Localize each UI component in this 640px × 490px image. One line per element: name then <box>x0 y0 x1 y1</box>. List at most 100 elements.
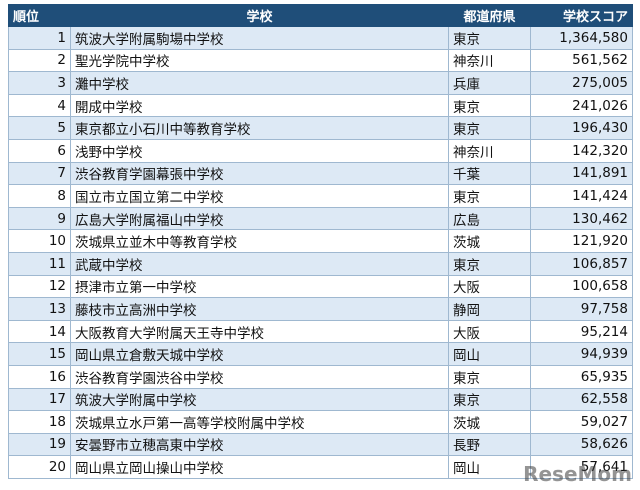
rank-cell: 9 <box>8 206 71 231</box>
score-cell: 275,005 <box>530 71 633 95</box>
table-row: 6 浅野中学校 神奈川 142,320 <box>8 138 633 163</box>
ranking-table-wrap: 順位 学校 都道府県 学校スコア 1 筑波大学附属駒場中学校 東京 1,364,580 2 聖光… <box>8 4 633 479</box>
table-body: 1 筑波大学附属駒場中学校 東京 1,364,580 2 聖光学院中学校 神奈川 561,56… <box>8 26 633 479</box>
score-cell: 561,562 <box>530 48 633 73</box>
table-row: 14 大阪教育大学附属天王寺中学校 大阪 95,214 <box>8 319 633 344</box>
header-cell: 順位 <box>8 4 71 27</box>
school-cell: 渋谷教育学園幕張中学校 <box>70 161 449 186</box>
score-cell: 141,424 <box>530 184 633 208</box>
table-row: 19 安曇野市立穂高東中学校 長野 58,626 <box>8 432 633 457</box>
rank-cell: 19 <box>8 432 71 457</box>
prefecture-cell: 広島 <box>448 206 531 231</box>
score-cell: 106,857 <box>530 251 633 276</box>
school-cell: 摂津市立第一中学校 <box>70 274 449 299</box>
school-cell: 武蔵中学校 <box>70 251 449 276</box>
school-cell: 茨城県立並木中等教育学校 <box>70 229 449 253</box>
prefecture-cell: 岡山 <box>448 342 531 366</box>
rank-cell: 4 <box>8 93 71 118</box>
school-cell: 茨城県立水戸第一高等学校附属中学校 <box>70 410 449 434</box>
score-cell: 141,891 <box>530 161 633 186</box>
rank-cell: 1 <box>8 26 71 50</box>
score-cell: 142,320 <box>530 138 633 163</box>
table-row: 15 岡山県立倉敷天城中学校 岡山 94,939 <box>8 342 633 366</box>
school-cell: 渋谷教育学園渋谷中学校 <box>70 364 449 389</box>
table-row: 3 灘中学校 兵庫 275,005 <box>8 71 633 95</box>
prefecture-cell: 東京 <box>448 387 531 412</box>
rank-cell: 15 <box>8 342 71 366</box>
score-cell: 130,462 <box>530 206 633 231</box>
school-cell: 大阪教育大学附属天王寺中学校 <box>70 319 449 344</box>
score-cell: 95,214 <box>530 319 633 344</box>
score-cell: 62,558 <box>530 387 633 412</box>
rank-cell: 12 <box>8 274 71 299</box>
rank-cell: 10 <box>8 229 71 253</box>
rank-cell: 2 <box>8 48 71 73</box>
prefecture-cell: 東京 <box>448 116 531 140</box>
prefecture-cell: 東京 <box>448 93 531 118</box>
school-cell: 聖光学院中学校 <box>70 48 449 73</box>
header-cell: 学校 <box>70 4 449 27</box>
prefecture-cell: 茨城 <box>448 229 531 253</box>
prefecture-cell: 神奈川 <box>448 48 531 73</box>
school-cell: 浅野中学校 <box>70 138 449 163</box>
prefecture-cell: 長野 <box>448 432 531 457</box>
prefecture-cell: 兵庫 <box>448 71 531 95</box>
rank-cell: 11 <box>8 251 71 276</box>
rank-cell: 14 <box>8 319 71 344</box>
score-cell: 241,026 <box>530 93 633 118</box>
prefecture-cell: 東京 <box>448 184 531 208</box>
score-cell: 1,364,580 <box>530 26 633 50</box>
header-cell: 都道府県 <box>448 4 531 27</box>
school-cell: 筑波大学附属中学校 <box>70 387 449 412</box>
school-cell: 岡山県立岡山操山中学校 <box>70 455 449 479</box>
prefecture-cell: 岡山 <box>448 455 531 479</box>
prefecture-cell: 東京 <box>448 26 531 50</box>
watermark: ReseMom <box>523 462 632 486</box>
school-cell: 東京都立小石川中等教育学校 <box>70 116 449 140</box>
school-cell: 岡山県立倉敷天城中学校 <box>70 342 449 366</box>
table-row: 17 筑波大学附属中学校 東京 62,558 <box>8 387 633 412</box>
rank-cell: 8 <box>8 184 71 208</box>
score-cell: 59,027 <box>530 410 633 434</box>
score-cell: 100,658 <box>530 274 633 299</box>
table-row: 9 広島大学附属福山中学校 広島 130,462 <box>8 206 633 231</box>
table-row: 16 渋谷教育学園渋谷中学校 東京 65,935 <box>8 364 633 389</box>
table-row: 1 筑波大学附属駒場中学校 東京 1,364,580 <box>8 26 633 50</box>
school-cell: 国立市立国立第二中学校 <box>70 184 449 208</box>
rank-cell: 20 <box>8 455 71 479</box>
score-cell: 97,758 <box>530 297 633 321</box>
table-row: 4 開成中学校 東京 241,026 <box>8 93 633 118</box>
prefecture-cell: 茨城 <box>448 410 531 434</box>
table-row: 5 東京都立小石川中等教育学校 東京 196,430 <box>8 116 633 140</box>
prefecture-cell: 東京 <box>448 251 531 276</box>
table-row: 2 聖光学院中学校 神奈川 561,562 <box>8 48 633 73</box>
school-cell: 開成中学校 <box>70 93 449 118</box>
rank-cell: 6 <box>8 138 71 163</box>
rank-cell: 13 <box>8 297 71 321</box>
score-cell: 94,939 <box>530 342 633 366</box>
school-cell: 灘中学校 <box>70 71 449 95</box>
rank-cell: 17 <box>8 387 71 412</box>
rank-cell: 3 <box>8 71 71 95</box>
school-cell: 広島大学附属福山中学校 <box>70 206 449 231</box>
rank-cell: 5 <box>8 116 71 140</box>
header-cell: 学校スコア <box>530 4 633 27</box>
table-row: 11 武蔵中学校 東京 106,857 <box>8 251 633 276</box>
table-row: 12 摂津市立第一中学校 大阪 100,658 <box>8 274 633 299</box>
rank-cell: 18 <box>8 410 71 434</box>
table-row: 10 茨城県立並木中等教育学校 茨城 121,920 <box>8 229 633 253</box>
score-cell: 57,641 <box>530 455 633 479</box>
prefecture-cell: 東京 <box>448 364 531 389</box>
prefecture-cell: 大阪 <box>448 319 531 344</box>
table-row: 8 国立市立国立第二中学校 東京 141,424 <box>8 184 633 208</box>
prefecture-cell: 神奈川 <box>448 138 531 163</box>
score-cell: 121,920 <box>530 229 633 253</box>
ranking-table: 順位 学校 都道府県 学校スコア 1 筑波大学附属駒場中学校 東京 1,364,580 2 聖光… <box>8 4 633 479</box>
table-row: 20 岡山県立岡山操山中学校 岡山 57,641 <box>8 455 633 479</box>
school-cell: 筑波大学附属駒場中学校 <box>70 26 449 50</box>
score-cell: 65,935 <box>530 364 633 389</box>
header-row: 順位 学校 都道府県 学校スコア <box>8 4 633 27</box>
rank-cell: 16 <box>8 364 71 389</box>
school-cell: 安曇野市立穂高東中学校 <box>70 432 449 457</box>
